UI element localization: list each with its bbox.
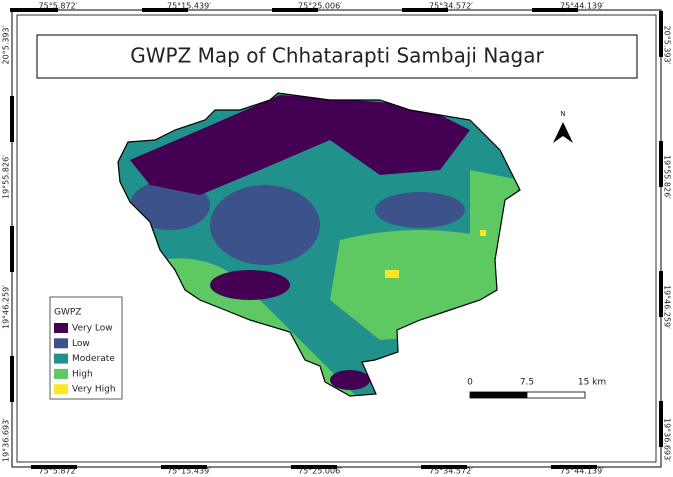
- title-box: [36, 34, 638, 79]
- legend-swatch: [54, 384, 68, 395]
- latitude-label: 19°36.693′: [2, 418, 11, 462]
- title: GWPZ Map of Chhatarapti Sambaji Nagar: [130, 44, 544, 68]
- legend-label: Low: [72, 339, 90, 349]
- latitude-label: 20°5.393′: [2, 25, 11, 64]
- longitude-label: 75°44.139′: [560, 467, 604, 476]
- legend: GWPZ Very Low Low Moderate High Very High: [49, 296, 123, 400]
- zone-low: [210, 185, 320, 265]
- legend-swatch: [54, 323, 68, 333]
- zone-high: [470, 170, 520, 260]
- scale-segment: [469, 391, 528, 399]
- district-boundary: [117, 92, 521, 397]
- latitude-label: 19°46.259′: [663, 285, 672, 329]
- scale-bar: [469, 391, 586, 399]
- zone-low: [375, 192, 465, 228]
- zone-very-high: [480, 230, 486, 236]
- legend-label: Moderate: [72, 354, 115, 364]
- latitude-label: 19°36.693′: [663, 418, 672, 462]
- zone-very-low: [330, 370, 370, 390]
- latitude-label: 19°55.826′: [2, 155, 11, 199]
- longitude-label: 75°5.872′: [39, 467, 78, 476]
- legend-box: [49, 296, 123, 400]
- gwpz-raster: [118, 93, 520, 396]
- longitude-label: 75°15.439′: [167, 467, 211, 476]
- zone-very-low: [130, 95, 470, 195]
- legend-title: GWPZ: [54, 308, 81, 318]
- longitude-label: 75°25.006′: [298, 2, 342, 11]
- scale-label: 7.5: [520, 378, 534, 388]
- legend-swatch: [54, 353, 68, 364]
- latitude-label: 19°46.259′: [2, 285, 11, 329]
- latitude-label: 19°55.826′: [663, 155, 672, 199]
- frame-ticks: [10, 8, 663, 469]
- north-arrow: N: [553, 110, 573, 143]
- longitude-label: 75°5.872′: [39, 2, 78, 11]
- longitude-label: 75°34.572′: [429, 467, 473, 476]
- legend-label: High: [72, 369, 93, 379]
- north-label: N: [560, 110, 565, 118]
- latitude-label: 20°5.393′: [663, 26, 672, 65]
- longitude-label: 75°15.439′: [167, 2, 211, 11]
- scale-label: 15 km: [578, 378, 606, 388]
- legend-label: Very High: [72, 385, 116, 395]
- inner-frame: [16, 14, 657, 463]
- zone-very-low: [210, 270, 290, 300]
- legend-swatch: [54, 338, 68, 349]
- north-arrow-shape: [553, 122, 573, 143]
- scale-segment: [526, 391, 586, 399]
- zone-very-high: [385, 270, 399, 278]
- longitude-label: 75°34.572′: [429, 2, 473, 11]
- scale-label: 0: [467, 378, 473, 388]
- longitude-label: 75°25.006′: [298, 467, 342, 476]
- legend-swatch: [54, 368, 68, 379]
- longitude-label: 75°44.139′: [560, 2, 604, 11]
- legend-label: Very Low: [72, 324, 113, 334]
